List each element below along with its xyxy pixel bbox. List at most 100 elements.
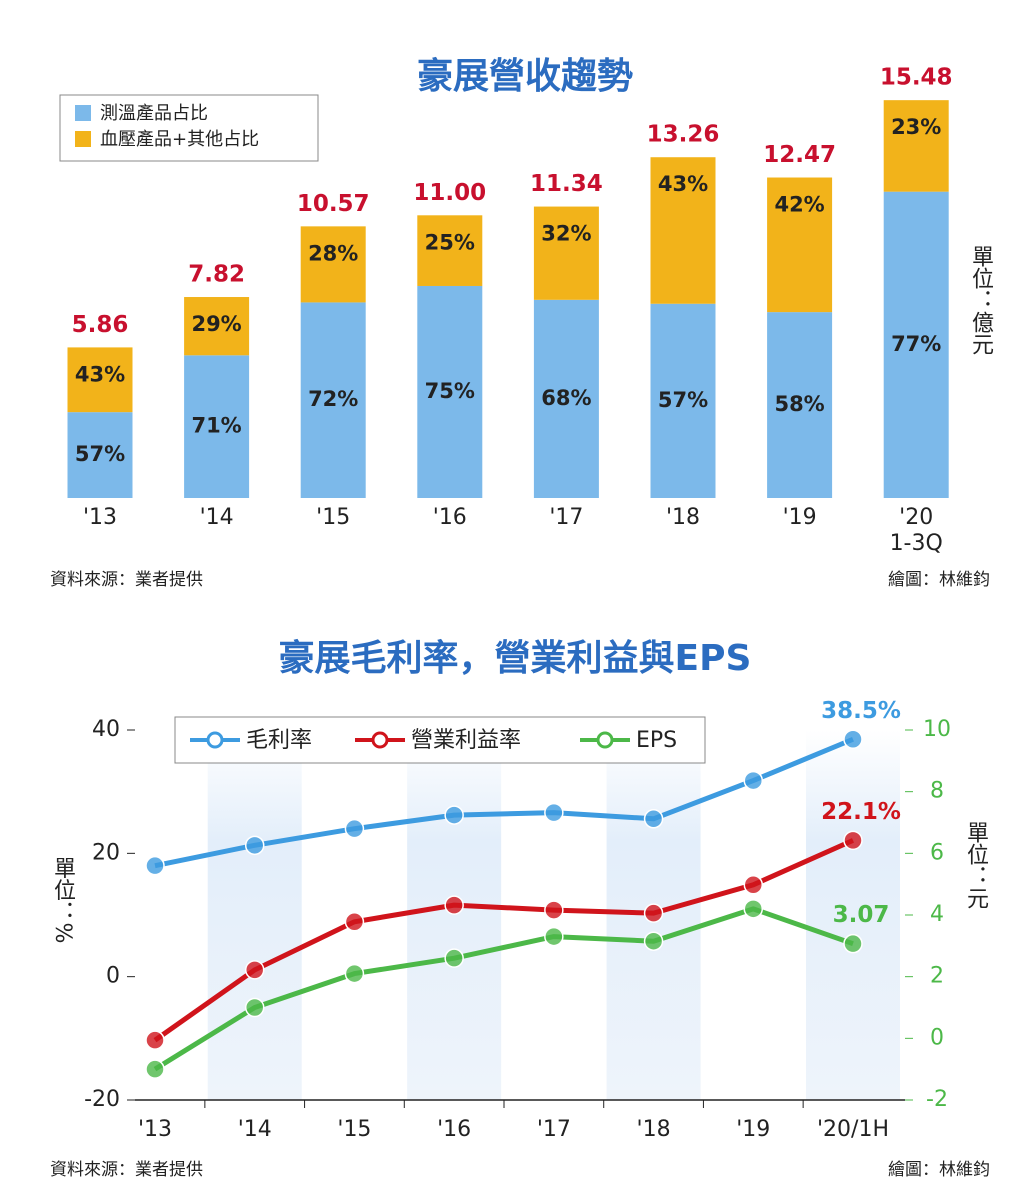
series-line bbox=[154, 736, 854, 869]
series-line bbox=[153, 838, 855, 1043]
x-tick-label: '19 bbox=[782, 505, 817, 530]
point bbox=[544, 926, 564, 947]
y2-tick-label: 4 bbox=[930, 902, 944, 927]
y-axis-label: 單位：% bbox=[50, 857, 76, 944]
segment-label: 42% bbox=[774, 193, 824, 217]
total-label: 11.34 bbox=[530, 171, 603, 197]
source: 資料來源：業者提供 bbox=[50, 1160, 203, 1180]
total-label: 15.48 bbox=[880, 65, 953, 91]
legend-marker bbox=[371, 731, 389, 749]
x-tick-label: '13 bbox=[138, 1117, 172, 1142]
x-tick-label: '20 1-3Q bbox=[889, 505, 943, 556]
y2-axis-label: 單位：元 bbox=[963, 821, 989, 909]
bar-segment bbox=[650, 157, 716, 304]
legend-swatch bbox=[75, 131, 91, 147]
bar-segment bbox=[767, 177, 833, 313]
total-label: 7.82 bbox=[188, 262, 245, 288]
segment-label: 25% bbox=[425, 230, 475, 254]
point bbox=[145, 855, 165, 876]
point bbox=[643, 809, 664, 829]
bar-segment bbox=[883, 100, 949, 192]
point bbox=[244, 997, 265, 1018]
bar-segment bbox=[184, 355, 250, 498]
point bbox=[344, 912, 365, 932]
segment-label: 32% bbox=[541, 222, 591, 246]
total-label: 12.47 bbox=[763, 142, 836, 168]
point bbox=[544, 802, 564, 823]
bar-segment bbox=[417, 215, 483, 286]
value-label: 3.07 bbox=[833, 902, 890, 928]
legend-marker bbox=[206, 731, 224, 749]
x-tick-label: '16 bbox=[432, 505, 467, 530]
point bbox=[244, 960, 265, 980]
segment-label: 57% bbox=[75, 442, 125, 466]
total-label: 13.26 bbox=[647, 122, 720, 148]
legend-label: 營業利益率 bbox=[411, 728, 521, 753]
point bbox=[444, 895, 464, 915]
x-tick-label: '19 bbox=[736, 1117, 770, 1142]
bar-segment bbox=[184, 297, 250, 356]
segment-label: 58% bbox=[774, 392, 824, 416]
legend-label: 血壓產品+其他占比 bbox=[100, 129, 259, 150]
point bbox=[843, 830, 863, 851]
y2-tick-label: 8 bbox=[930, 779, 944, 804]
point bbox=[344, 818, 365, 839]
legend-box bbox=[59, 94, 319, 162]
legend-label: 毛利率 bbox=[246, 728, 312, 753]
point bbox=[244, 835, 265, 856]
x-tick-label: '14 bbox=[238, 1117, 272, 1142]
x-tick-label: '18 bbox=[637, 1117, 671, 1142]
source: 資料來源：業者提供 bbox=[50, 570, 203, 590]
bar-segment bbox=[533, 206, 599, 300]
segment-label: 71% bbox=[191, 414, 241, 438]
band bbox=[207, 730, 302, 1100]
point bbox=[743, 899, 764, 919]
bar-segment bbox=[883, 191, 949, 499]
y2-tick-label: 0 bbox=[930, 1025, 944, 1050]
y2-tick-label: 2 bbox=[930, 964, 944, 989]
y2-tick-label: 10 bbox=[923, 717, 951, 742]
point bbox=[743, 875, 764, 895]
value-label: 22.1% bbox=[821, 799, 901, 825]
unit-label: 單位：億元 bbox=[968, 245, 994, 355]
band bbox=[407, 730, 502, 1100]
value-label: 38.5% bbox=[821, 698, 901, 724]
legend-label: EPS bbox=[636, 728, 677, 753]
bar-segment bbox=[417, 285, 483, 498]
point bbox=[145, 1030, 165, 1050]
chart-title: 豪展營收趨勢 bbox=[417, 56, 633, 97]
bar-segment bbox=[300, 302, 366, 498]
legend-label: 測溫產品占比 bbox=[100, 103, 208, 124]
point bbox=[643, 903, 664, 923]
segment-label: 75% bbox=[425, 379, 475, 403]
point bbox=[444, 948, 464, 968]
y-tick-label: 0 bbox=[106, 964, 120, 989]
y2-tick-label: 6 bbox=[930, 840, 944, 865]
x-tick-label: '16 bbox=[437, 1117, 471, 1142]
segment-label: 77% bbox=[891, 332, 941, 356]
x-tick-label: '14 bbox=[199, 505, 234, 530]
bar-segment bbox=[767, 312, 833, 498]
point bbox=[843, 729, 863, 749]
point bbox=[145, 1059, 165, 1079]
x-tick-label: '13 bbox=[82, 505, 118, 530]
x-tick-label: '17 bbox=[549, 505, 584, 530]
band bbox=[806, 730, 900, 1100]
total-label: 5.86 bbox=[72, 312, 129, 338]
x-tick-label: '17 bbox=[537, 1117, 571, 1142]
point bbox=[544, 900, 564, 920]
x-tick-label: '20/1H bbox=[817, 1117, 889, 1142]
y-tick-label: -20 bbox=[84, 1087, 120, 1112]
segment-label: 43% bbox=[75, 362, 125, 386]
segment-label: 72% bbox=[308, 387, 358, 411]
bands bbox=[207, 730, 900, 1100]
point bbox=[344, 963, 365, 984]
bar-segment bbox=[300, 226, 366, 303]
point bbox=[843, 933, 863, 954]
y2-tick-label: -2 bbox=[926, 1087, 948, 1112]
bar-segment bbox=[533, 299, 599, 498]
series-line bbox=[153, 906, 854, 1072]
y-tick-label: 40 bbox=[92, 717, 120, 742]
